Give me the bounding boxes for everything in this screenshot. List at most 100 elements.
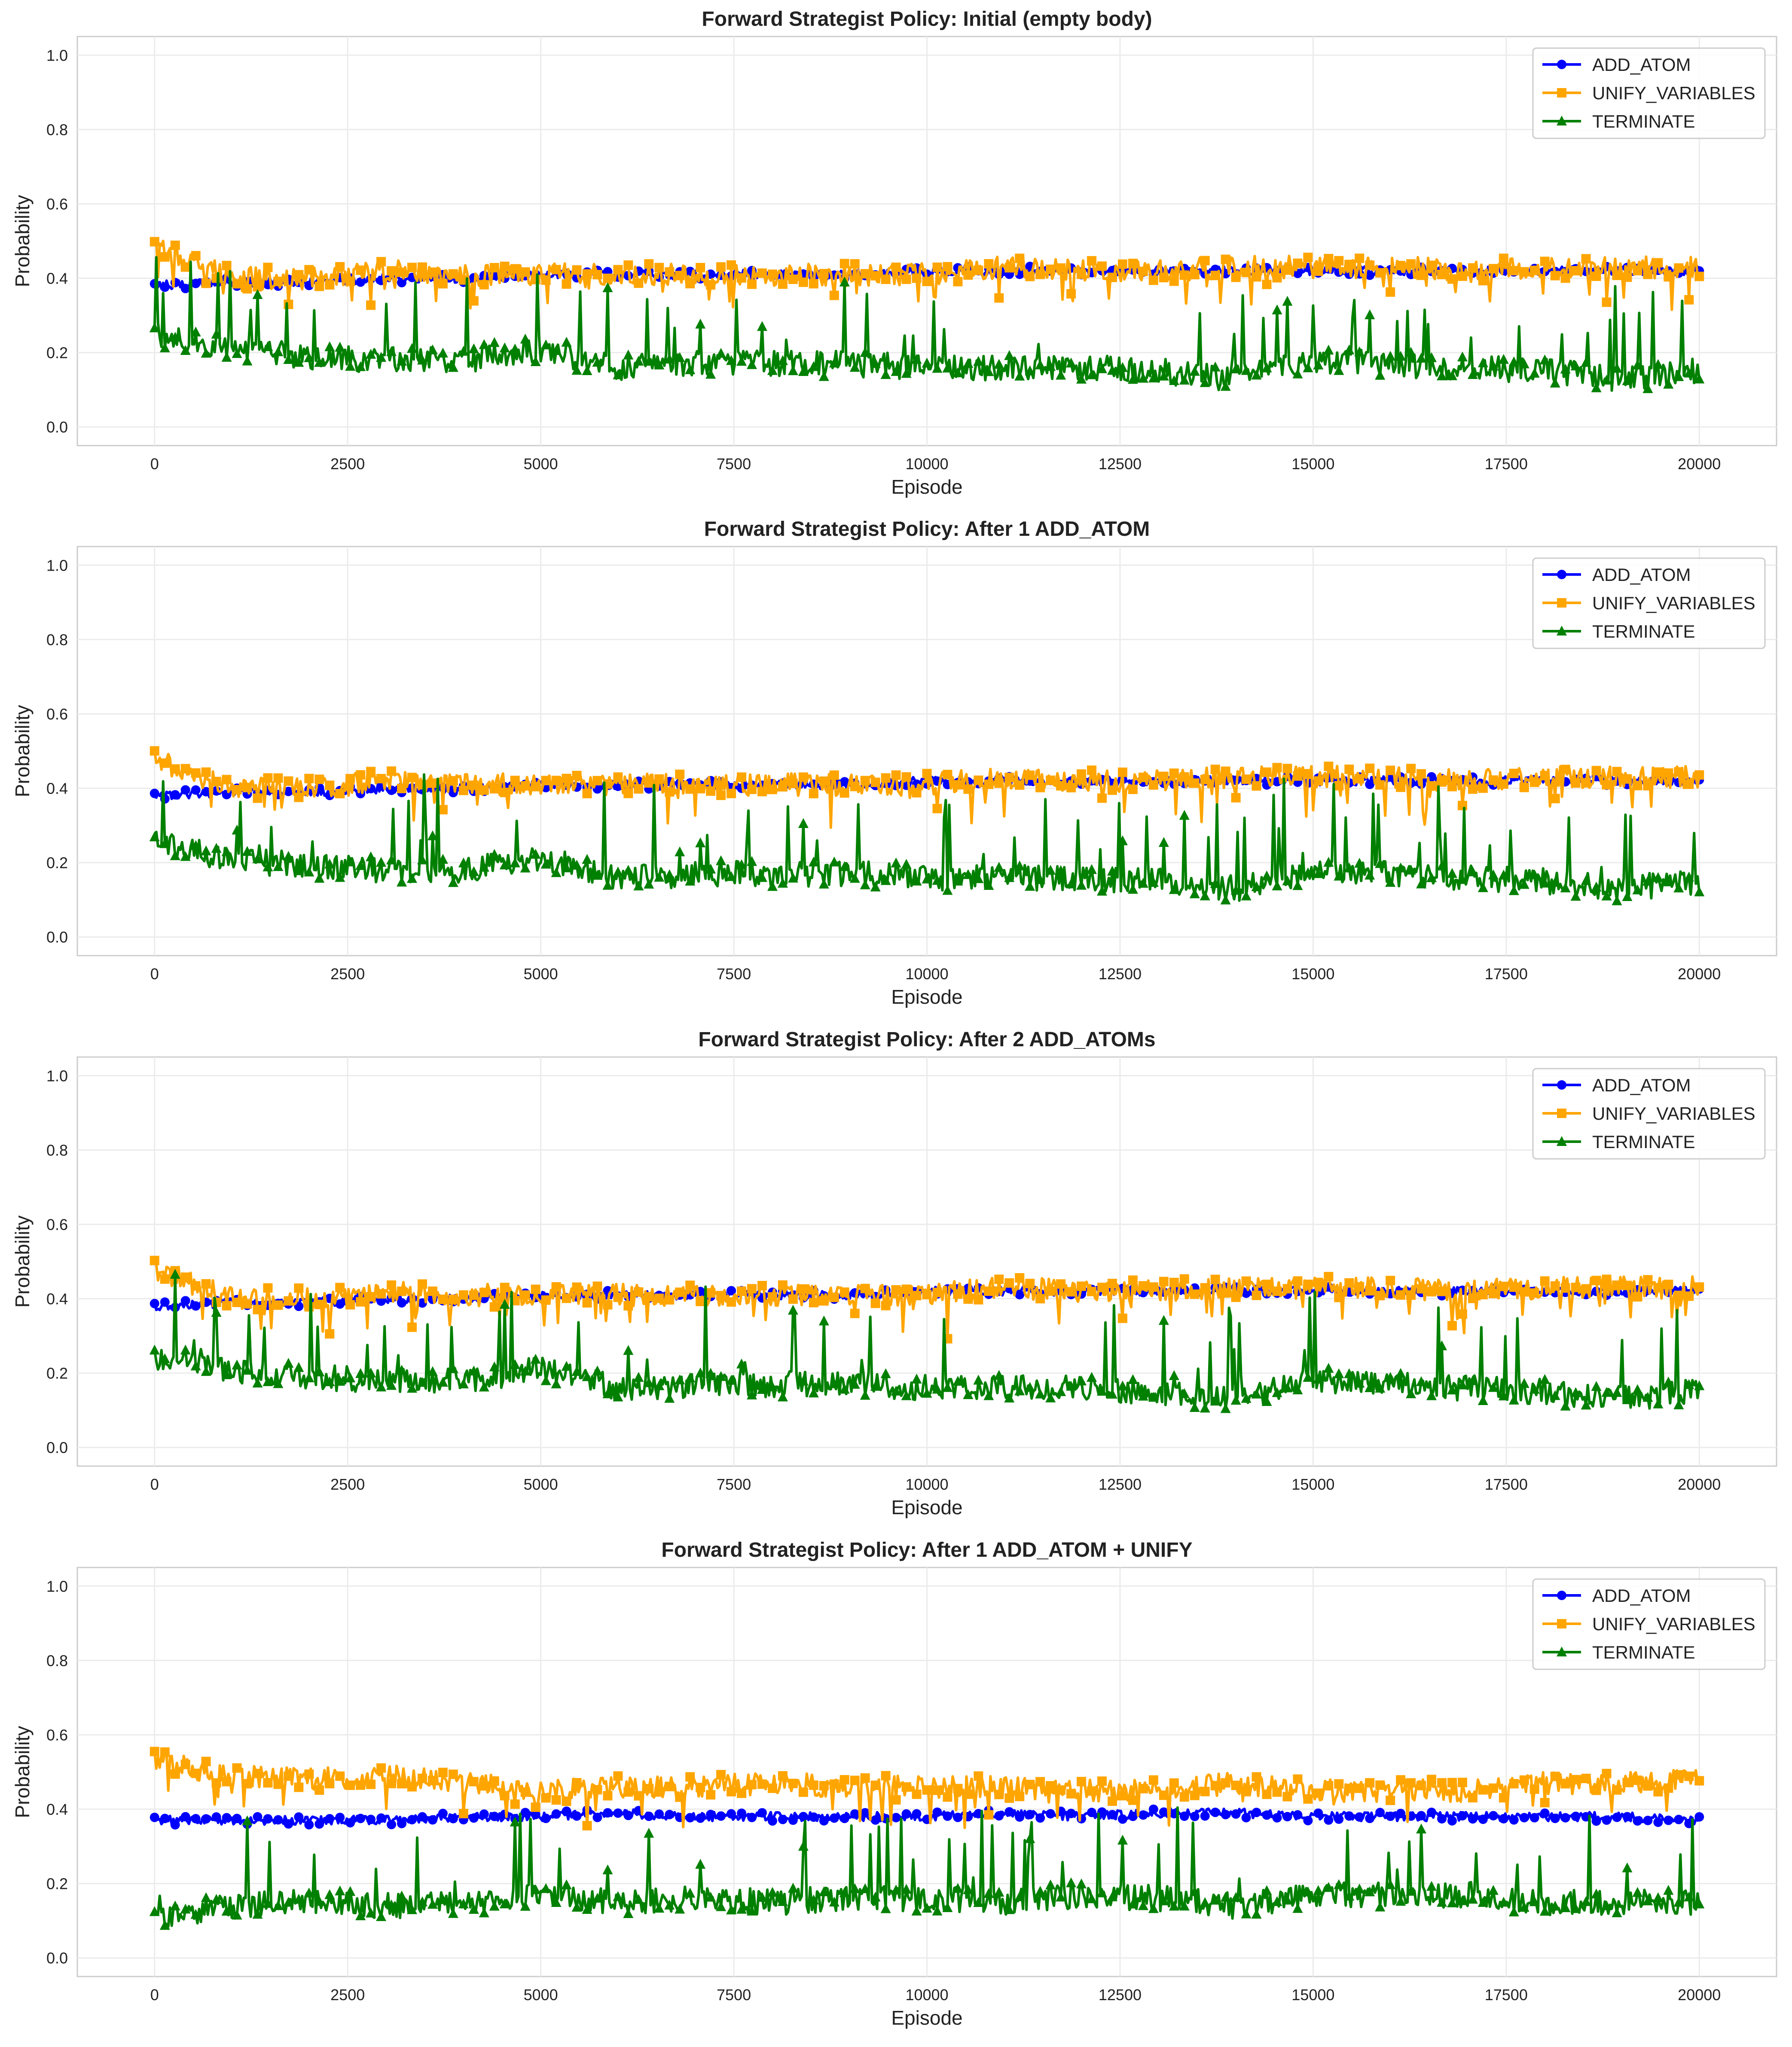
data-point: [232, 1360, 242, 1370]
data-point: [366, 1815, 376, 1824]
data-point: [458, 1809, 468, 1818]
data-point: [1261, 362, 1272, 373]
data-point: [747, 856, 757, 866]
data-point: [819, 1296, 829, 1306]
data-point: [1231, 1781, 1241, 1790]
data-point: [1612, 1812, 1622, 1822]
data-point: [293, 357, 304, 367]
data-point: [1612, 1280, 1622, 1290]
data-point: [808, 1894, 819, 1905]
data-point: [1004, 1278, 1014, 1288]
data-point: [263, 263, 273, 272]
legend-entry-terminate: TERMINATE: [1542, 111, 1695, 131]
data-point: [1457, 271, 1467, 281]
data-point: [222, 1813, 232, 1823]
data-point: [1221, 766, 1230, 776]
data-point: [1508, 885, 1519, 895]
data-point: [159, 1353, 170, 1363]
data-point: [1025, 1780, 1035, 1790]
data-point: [458, 1898, 469, 1909]
data-point: [706, 1790, 716, 1800]
data-point: [1499, 1814, 1508, 1824]
data-point: [150, 237, 159, 247]
data-point: [1602, 297, 1612, 307]
data-point: [1262, 1810, 1272, 1820]
data-point: [366, 1292, 376, 1302]
data-point: [448, 776, 458, 786]
data-point: [1282, 875, 1293, 886]
data-point: [1467, 866, 1478, 877]
data-point: [540, 1375, 551, 1385]
data-point: [1633, 1292, 1642, 1302]
data-point: [1313, 266, 1323, 276]
data-point: [335, 1283, 345, 1292]
data-point: [1066, 1789, 1076, 1799]
data-point: [1612, 1387, 1622, 1397]
data-point: [427, 778, 437, 788]
legend-marker: [1557, 1136, 1567, 1146]
data-point: [1499, 254, 1508, 263]
data-point: [726, 1904, 737, 1915]
data-point: [767, 365, 778, 375]
data-point: [747, 279, 757, 289]
data-point: [1107, 272, 1117, 282]
data-point: [1056, 370, 1066, 380]
data-point: [407, 343, 418, 353]
data-point: [582, 1821, 592, 1830]
data-point: [325, 280, 335, 290]
data-point: [705, 1368, 716, 1378]
legend: ADD_ATOM UNIFY_VARIABLES TERMINATE: [1532, 557, 1766, 649]
data-point: [397, 267, 407, 277]
data-point: [870, 1381, 881, 1391]
data-point: [973, 1375, 984, 1385]
data-point: [644, 778, 654, 788]
data-point: [510, 776, 520, 785]
data-point: [253, 1769, 263, 1778]
data-point: [1262, 279, 1272, 289]
data-point: [726, 1375, 737, 1385]
data-point: [1427, 1775, 1437, 1784]
data-point: [1282, 764, 1292, 773]
data-point: [839, 276, 850, 287]
data-point: [191, 1301, 201, 1311]
data-point: [345, 1372, 356, 1383]
data-point: [221, 1369, 232, 1379]
data-point: [994, 862, 1004, 872]
data-point: [994, 1887, 1004, 1897]
data-point: [1221, 1810, 1230, 1820]
data-point: [809, 1780, 818, 1790]
data-point: [1056, 781, 1066, 791]
data-point: [263, 1283, 273, 1293]
data-point: [1632, 884, 1643, 895]
data-point: [675, 1374, 685, 1384]
data-point: [191, 785, 201, 795]
legend: ADD_ATOM UNIFY_VARIABLES TERMINATE: [1532, 1578, 1766, 1670]
data-point: [150, 1747, 159, 1757]
data-point: [1365, 270, 1375, 280]
data-point: [1488, 361, 1499, 371]
data-point: [180, 785, 190, 795]
data-point: [417, 1773, 427, 1783]
data-point: [180, 345, 191, 355]
data-point: [1540, 771, 1550, 781]
series-add-atom: [150, 1804, 1704, 1830]
data-point: [922, 1903, 932, 1913]
data-point: [366, 851, 376, 862]
data-point: [839, 861, 850, 871]
data-point: [479, 862, 489, 872]
x-tick-label: 5000: [524, 455, 558, 473]
data-point: [870, 1298, 880, 1308]
data-point: [953, 1812, 963, 1822]
data-point: [541, 1295, 551, 1305]
data-point: [1303, 1372, 1313, 1382]
data-point: [1210, 878, 1221, 888]
data-point: [901, 1390, 912, 1400]
data-point: [1633, 266, 1642, 275]
data-point: [407, 1322, 417, 1332]
data-point: [1436, 1897, 1447, 1907]
data-point: [1694, 1898, 1705, 1909]
data-point: [1077, 769, 1087, 779]
data-point: [376, 857, 387, 867]
data-point: [1159, 1277, 1169, 1286]
data-point: [294, 792, 304, 802]
